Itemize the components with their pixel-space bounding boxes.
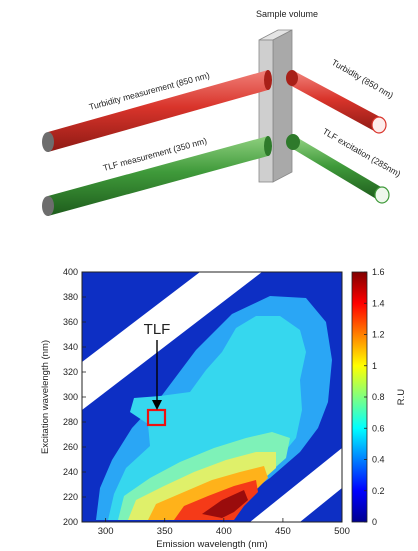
colorbar-tick-label: 1.6 — [372, 267, 385, 277]
y-tick-label: 360 — [63, 317, 78, 327]
green-rod-excitation — [286, 134, 390, 204]
tlf-annotation-text: TLF — [144, 321, 171, 338]
y-tick-label: 400 — [63, 267, 78, 277]
y-axis-label: Excitation wavelength (nm) — [40, 340, 51, 454]
x-tick-label: 400 — [216, 526, 232, 537]
y-tick-label: 280 — [63, 417, 78, 427]
sample-volume-label: Sample volume — [256, 9, 318, 19]
colorbar-tick-label: 0.6 — [372, 423, 385, 433]
scatter-band-lower — [250, 448, 342, 522]
y-tick-label: 380 — [63, 292, 78, 302]
x-tick-label: 300 — [98, 526, 114, 537]
x-tick-label: 450 — [275, 526, 291, 537]
green-rod-tlf-measurement — [42, 136, 272, 216]
y-tick-label: 200 — [63, 517, 78, 527]
colorbar-tick-label: 1 — [372, 361, 377, 371]
y-tick-label: 340 — [63, 342, 78, 352]
colorbar-label: R.U — [396, 389, 407, 406]
x-axis-ticks: 300 350 400 450 500 — [98, 518, 350, 537]
y-tick-label: 240 — [63, 467, 78, 477]
eem-plot: TLF 300 350 400 450 500 200 220 240 260 280 300 32… — [40, 267, 407, 550]
tlf-annotation: TLF — [144, 321, 171, 427]
x-tick-label: 500 — [334, 526, 350, 537]
red-rod-turbidity-source — [286, 70, 387, 134]
tlf-marker-box — [146, 408, 167, 427]
colorbar-tick-label: 0.4 — [372, 455, 385, 465]
contour-level-7 — [202, 490, 248, 518]
y-tick-label: 260 — [63, 442, 78, 452]
tlf-arrow-head — [152, 400, 162, 410]
y-axis-ticks: 200 220 240 260 280 300 320 340 360 380 400 — [63, 267, 86, 527]
turbidity-source-label: Turbidity (850 nm) — [330, 57, 395, 100]
red-rod-turbidity-measurement — [42, 70, 272, 152]
contour-level-6 — [174, 480, 258, 520]
x-axis-label: Emission wavelength (nm) — [156, 539, 267, 550]
y-tick-label: 220 — [63, 492, 78, 502]
colorbar-tick-label: 0 — [372, 517, 377, 527]
y-tick-label: 300 — [63, 392, 78, 402]
schematic: Sample volume Turbidity measurement (850… — [42, 9, 403, 216]
colorbar-ticks: 0 0.2 0.4 0.6 0.8 1 1.2 1.4 1.6 — [364, 267, 385, 527]
y-tick-label: 320 — [63, 367, 78, 377]
sample-volume-block — [258, 29, 293, 183]
x-tick-label: 350 — [157, 526, 173, 537]
colorbar-tick-label: 0.2 — [372, 486, 385, 496]
colorbar-tick-label: 1.4 — [372, 298, 385, 308]
colorbar-tick-label: 1.2 — [372, 330, 385, 340]
colorbar-tick-label: 0.8 — [372, 392, 385, 402]
scatter-band-upper — [82, 272, 262, 410]
